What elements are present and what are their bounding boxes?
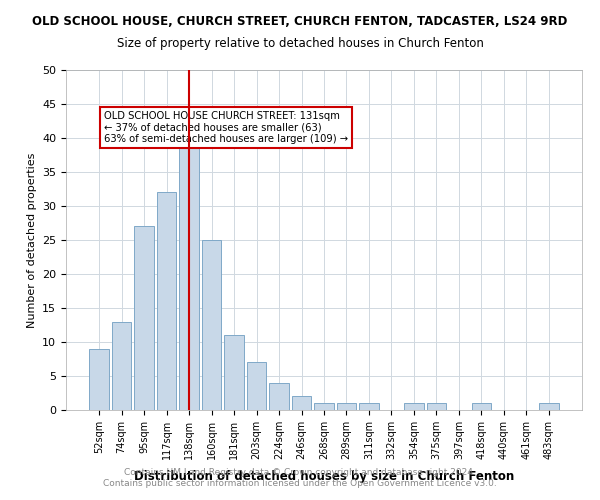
Bar [539, 403, 559, 410]
Bar [359, 403, 379, 410]
Bar [314, 403, 334, 410]
Bar [202, 240, 221, 410]
Bar [247, 362, 266, 410]
Y-axis label: Number of detached properties: Number of detached properties [26, 152, 37, 328]
Text: OLD SCHOOL HOUSE CHURCH STREET: 131sqm
← 37% of detached houses are smaller (63): OLD SCHOOL HOUSE CHURCH STREET: 131sqm ←… [104, 111, 347, 144]
Bar [427, 403, 446, 410]
Bar [112, 322, 131, 410]
Text: OLD SCHOOL HOUSE, CHURCH STREET, CHURCH FENTON, TADCASTER, LS24 9RD: OLD SCHOOL HOUSE, CHURCH STREET, CHURCH … [32, 15, 568, 28]
X-axis label: Distribution of detached houses by size in Church Fenton: Distribution of detached houses by size … [134, 470, 514, 483]
Bar [89, 349, 109, 410]
Bar [472, 403, 491, 410]
Bar [134, 226, 154, 410]
Bar [292, 396, 311, 410]
Bar [224, 335, 244, 410]
Bar [337, 403, 356, 410]
Bar [157, 192, 176, 410]
Bar [179, 131, 199, 410]
Bar [404, 403, 424, 410]
Text: Size of property relative to detached houses in Church Fenton: Size of property relative to detached ho… [116, 38, 484, 51]
Bar [269, 383, 289, 410]
Text: Contains HM Land Registry data © Crown copyright and database right 2024.
Contai: Contains HM Land Registry data © Crown c… [103, 468, 497, 487]
